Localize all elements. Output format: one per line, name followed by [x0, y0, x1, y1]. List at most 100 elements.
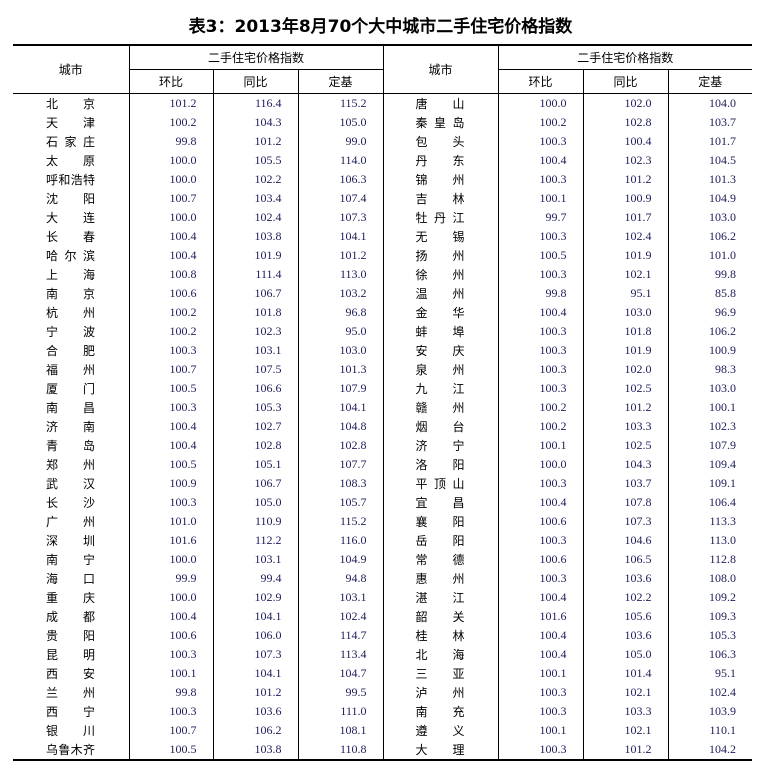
right-base-value: 103.0 — [667, 208, 753, 227]
right-city-cell: 徐州 — [382, 265, 499, 284]
left-yoy-value: 111.4 — [212, 265, 298, 284]
left-mom-value: 100.8 — [128, 265, 213, 284]
right-city-cell: 扬州 — [382, 246, 499, 265]
table-row: 兰州 99.8 101.2 99.5 泸州 100.3 102.1 102.4 — [13, 683, 753, 702]
right-city-cell: 湛江 — [382, 588, 499, 607]
left-base-value: 103.0 — [297, 341, 384, 360]
left-city-cell: 乌鲁木齐 — [13, 740, 129, 761]
city-name: 桂林 — [415, 629, 465, 643]
right-yoy-value: 102.0 — [582, 360, 669, 379]
right-yoy-value: 102.1 — [582, 265, 669, 284]
table-row: 哈尔滨 100.4 101.9 101.2 扬州 100.5 101.9 101.0 — [13, 246, 753, 265]
header-yoy-left: 同比 — [212, 69, 299, 94]
right-yoy-value: 102.4 — [582, 227, 669, 246]
city-name: 遵义 — [415, 724, 465, 738]
right-mom-value: 100.6 — [497, 512, 584, 531]
table-row: 西宁 100.3 103.6 111.0 南充 100.3 103.3 103.9 — [13, 702, 753, 721]
city-name: 常德 — [415, 553, 465, 567]
left-yoy-value: 101.8 — [212, 303, 298, 322]
city-name: 上海 — [46, 268, 95, 282]
left-mom-value: 99.9 — [128, 569, 213, 588]
right-yoy-value: 103.6 — [582, 626, 669, 645]
right-city-cell: 九江 — [382, 379, 499, 398]
city-name: 韶关 — [415, 610, 465, 624]
right-mom-value: 100.5 — [497, 246, 584, 265]
right-city-cell: 惠州 — [382, 569, 499, 588]
left-yoy-value: 102.8 — [212, 436, 298, 455]
left-yoy-value: 107.5 — [212, 360, 298, 379]
right-mom-value: 100.0 — [497, 93, 584, 113]
left-yoy-value: 102.4 — [212, 208, 298, 227]
right-base-value: 106.2 — [667, 227, 753, 246]
left-yoy-value: 106.6 — [212, 379, 298, 398]
left-base-value: 116.0 — [297, 531, 384, 550]
left-city-cell: 西宁 — [13, 702, 129, 721]
right-mom-value: 100.2 — [497, 398, 584, 417]
right-mom-value: 100.3 — [497, 474, 584, 493]
right-mom-value: 100.3 — [497, 569, 584, 588]
city-name: 石家庄 — [46, 135, 95, 149]
right-city-cell: 丹东 — [382, 151, 499, 170]
city-name: 锦州 — [415, 173, 465, 187]
right-yoy-value: 104.3 — [582, 455, 669, 474]
left-yoy-value: 106.0 — [212, 626, 298, 645]
right-base-value: 104.9 — [667, 189, 753, 208]
left-city-cell: 杭州 — [13, 303, 129, 322]
right-city-cell: 温州 — [382, 284, 499, 303]
city-name: 成都 — [46, 610, 95, 624]
left-base-value: 105.7 — [297, 493, 384, 512]
right-yoy-value: 102.8 — [582, 113, 669, 132]
left-mom-value: 100.4 — [128, 436, 213, 455]
right-yoy-value: 102.1 — [582, 683, 669, 702]
right-base-value: 109.2 — [667, 588, 753, 607]
right-mom-value: 100.2 — [497, 113, 584, 132]
city-name: 乌鲁木齐 — [46, 743, 95, 757]
right-base-value: 104.2 — [667, 740, 753, 761]
right-base-value: 101.7 — [667, 132, 753, 151]
left-city-cell: 广州 — [13, 512, 129, 531]
city-name: 吉林 — [415, 192, 465, 206]
left-mom-value: 100.2 — [128, 303, 213, 322]
right-city-cell: 大理 — [382, 740, 499, 761]
left-mom-value: 100.0 — [128, 170, 213, 189]
table-row: 银川 100.7 106.2 108.1 遵义 100.1 102.1 110.1 — [13, 721, 753, 740]
left-mom-value: 100.0 — [128, 588, 213, 607]
right-mom-value: 101.6 — [497, 607, 584, 626]
right-yoy-value: 101.2 — [582, 740, 669, 761]
city-name: 宁波 — [46, 325, 95, 339]
right-base-value: 103.0 — [667, 379, 753, 398]
left-base-value: 99.5 — [297, 683, 384, 702]
header-group-right: 二手住宅价格指数 — [497, 44, 753, 70]
right-base-value: 95.1 — [667, 664, 753, 683]
right-yoy-value: 101.2 — [582, 398, 669, 417]
right-yoy-value: 101.8 — [582, 322, 669, 341]
right-yoy-value: 102.5 — [582, 379, 669, 398]
city-name: 北海 — [415, 648, 465, 662]
right-base-value: 101.3 — [667, 170, 753, 189]
right-mom-value: 100.3 — [497, 683, 584, 702]
table-row: 福州 100.7 107.5 101.3 泉州 100.3 102.0 98.3 — [13, 360, 753, 379]
city-name: 长沙 — [46, 496, 95, 510]
city-name: 惠州 — [415, 572, 465, 586]
right-yoy-value: 105.6 — [582, 607, 669, 626]
right-yoy-value: 102.3 — [582, 151, 669, 170]
right-city-cell: 蚌埠 — [382, 322, 499, 341]
city-name: 南昌 — [46, 401, 95, 415]
table-row: 成都 100.4 104.1 102.4 韶关 101.6 105.6 109.3 — [13, 607, 753, 626]
right-mom-value: 99.7 — [497, 208, 584, 227]
left-city-cell: 沈阳 — [13, 189, 129, 208]
left-city-cell: 深圳 — [13, 531, 129, 550]
table-row: 青岛 100.4 102.8 102.8 济宁 100.1 102.5 107.9 — [13, 436, 753, 455]
table-row: 天津 100.2 104.3 105.0 秦皇岛 100.2 102.8 103.7 — [13, 113, 753, 132]
table-row: 武汉 100.9 106.7 108.3 平顶山 100.3 103.7 109.1 — [13, 474, 753, 493]
left-city-cell: 长春 — [13, 227, 129, 246]
right-mom-value: 100.4 — [497, 588, 584, 607]
right-yoy-value: 102.5 — [582, 436, 669, 455]
left-base-value: 104.8 — [297, 417, 384, 436]
left-mom-value: 100.7 — [128, 721, 213, 740]
city-name: 温州 — [415, 287, 465, 301]
left-mom-value: 100.2 — [128, 322, 213, 341]
left-yoy-value: 102.7 — [212, 417, 298, 436]
right-city-cell: 秦皇岛 — [382, 113, 499, 132]
header-mom-left: 环比 — [128, 69, 214, 94]
